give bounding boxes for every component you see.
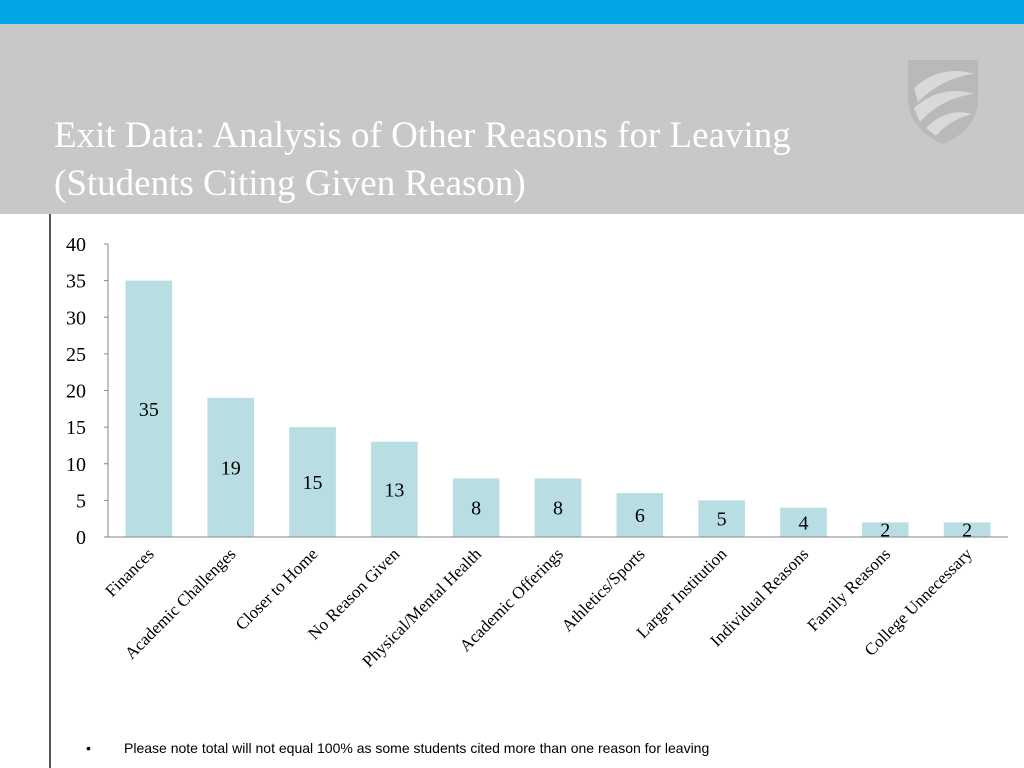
- footnote: • Please note total will not equal 100% a…: [86, 740, 986, 756]
- bar-6: [534, 478, 582, 537]
- data-label-9: 4: [798, 512, 808, 534]
- data-label-1: 35: [139, 399, 159, 421]
- slide-title: Exit Data: Analysis of Other Reasons for…: [54, 112, 914, 208]
- y-tick-label: 20: [66, 381, 86, 403]
- data-label-6: 8: [553, 498, 563, 520]
- title-line-2: (Students Citing Given Reason): [54, 163, 526, 204]
- data-label-8: 5: [717, 509, 727, 531]
- bar-7: [616, 493, 664, 537]
- shield-logo-icon: [908, 60, 978, 144]
- data-label-5: 8: [471, 498, 481, 520]
- y-tick-label: 30: [66, 307, 86, 329]
- y-tick-label: 40: [66, 234, 86, 256]
- data-label-2: 19: [221, 457, 241, 479]
- bar-3: [289, 427, 336, 537]
- bar-10: [861, 522, 909, 537]
- y-tick-label: 15: [66, 417, 86, 439]
- header-band: [0, 24, 1024, 214]
- y-tick-label: 10: [66, 454, 86, 476]
- bar-1: [125, 280, 173, 537]
- footnote-text: Please note total will not equal 100% as…: [124, 740, 710, 756]
- top-accent-stripe: [0, 0, 1024, 24]
- data-label-11: 2: [962, 520, 972, 542]
- x-tick-label-10: Family Reasons: [804, 544, 895, 635]
- title-line-1: Exit Data: Analysis of Other Reasons for…: [54, 115, 791, 156]
- x-tick-label-3: Closer to Home: [232, 544, 322, 634]
- data-label-4: 13: [384, 479, 404, 501]
- bar-9: [780, 507, 827, 537]
- x-tick-label-1: Finances: [102, 544, 158, 600]
- bar-2: [207, 397, 255, 537]
- bar-5: [452, 478, 500, 537]
- data-label-10: 2: [880, 520, 890, 542]
- slide-divider-line: [49, 214, 51, 768]
- y-tick-label: 35: [66, 271, 86, 293]
- y-tick-label: 25: [66, 344, 86, 366]
- footnote-bullet: •: [86, 740, 91, 756]
- y-tick-label: 5: [76, 490, 86, 512]
- data-label-7: 6: [635, 505, 645, 527]
- data-label-3: 15: [303, 472, 323, 494]
- y-tick-label: 0: [76, 527, 86, 549]
- bar-4: [371, 441, 418, 537]
- bar-11: [943, 522, 991, 537]
- x-tick-label-7: Athletics/Sports: [558, 544, 649, 635]
- bar-8: [698, 500, 745, 537]
